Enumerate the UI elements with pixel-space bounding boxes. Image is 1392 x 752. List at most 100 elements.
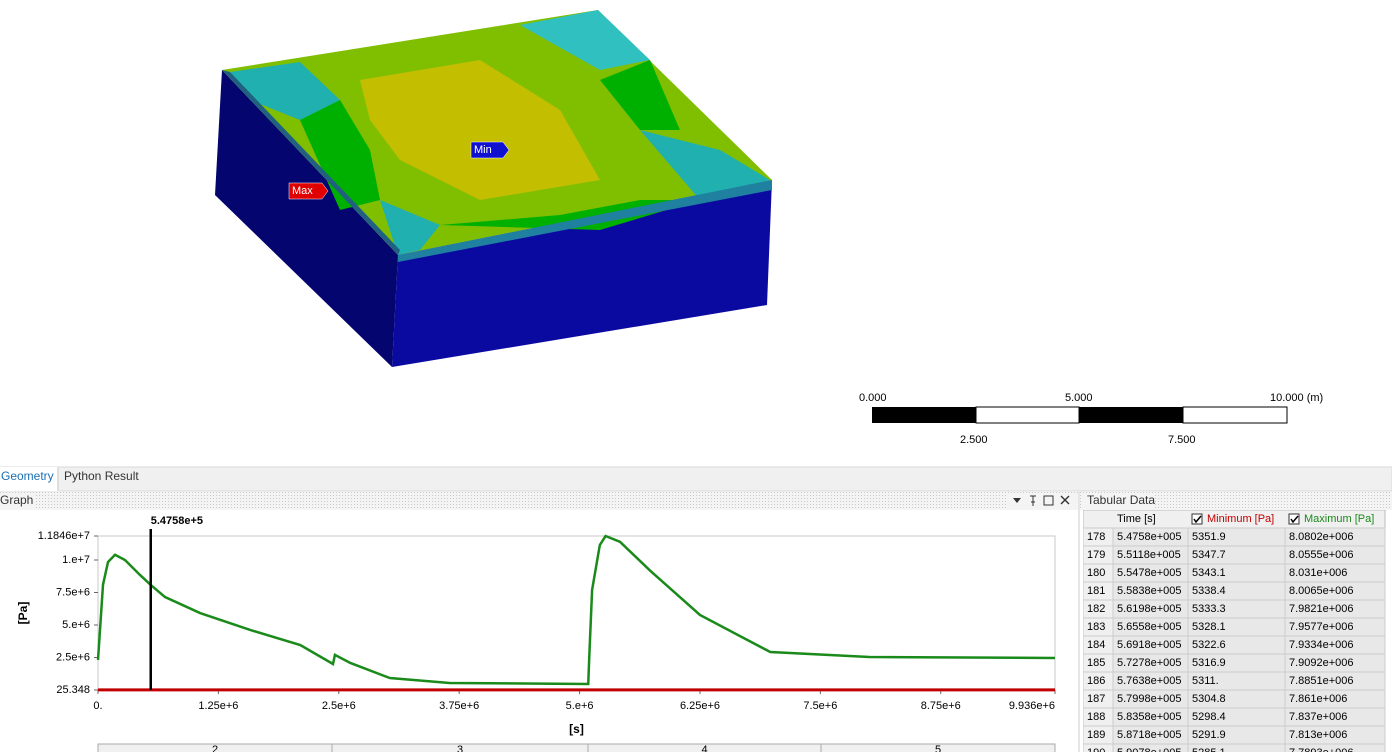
cell: 5.7278e+005 xyxy=(1117,657,1182,669)
scale-bar: 0.000 5.000 10.000 (m) 2.500 7.500 xyxy=(859,392,1323,446)
y-tick-label: 1.1846e+7 xyxy=(38,530,90,542)
cell: 5316.9 xyxy=(1192,657,1226,669)
front-face xyxy=(392,180,772,367)
cell: 5.9078e+005 xyxy=(1117,747,1182,752)
row-number: 187 xyxy=(1087,693,1105,705)
header-bg xyxy=(1008,493,1078,509)
header-bg xyxy=(0,494,34,508)
x-tick-label: 5.e+6 xyxy=(566,700,594,712)
patch xyxy=(380,200,440,255)
max-tag xyxy=(288,182,329,200)
row-number: 184 xyxy=(1087,639,1105,651)
column-header: Minimum [Pa] xyxy=(1207,513,1274,525)
cell: 7.837e+006 xyxy=(1289,711,1347,723)
edge xyxy=(398,180,772,262)
row-number: 183 xyxy=(1087,621,1105,633)
cell: 5328.1 xyxy=(1192,621,1226,633)
cell: 7.813e+006 xyxy=(1289,729,1347,741)
cell: 8.0802e+006 xyxy=(1289,531,1354,543)
cell: 8.0555e+006 xyxy=(1289,549,1354,561)
checkbox[interactable] xyxy=(1288,513,1300,525)
patch xyxy=(360,60,600,200)
scale-seg xyxy=(1182,406,1288,424)
cell: 7.9821e+006 xyxy=(1289,603,1354,615)
table: Time [s] Minimum [Pa] Maximum [Pa] 178 5.475… xyxy=(1083,510,1386,752)
cell: 5.6198e+005 xyxy=(1117,603,1182,615)
cell: 7.9577e+006 xyxy=(1289,621,1354,633)
y-tick-label: 25.348 xyxy=(56,684,90,696)
scale-label: 5.000 xyxy=(1065,392,1093,404)
plot-frame xyxy=(97,535,1056,691)
y-tick-label: 7.5e+6 xyxy=(56,586,90,598)
tab[interactable] xyxy=(0,467,57,491)
tab-label[interactable]: Python Result xyxy=(64,469,139,483)
column-header: Maximum [Pa] xyxy=(1304,513,1374,525)
edge xyxy=(222,70,400,255)
row-number: 180 xyxy=(1087,567,1105,579)
row-number: 181 xyxy=(1087,585,1105,597)
cell: 7.8851e+006 xyxy=(1289,675,1354,687)
step-label: 2 xyxy=(212,744,218,752)
checkbox[interactable] xyxy=(1191,513,1203,525)
scale-seg xyxy=(1079,407,1183,423)
row-number: 188 xyxy=(1087,711,1105,723)
cell: 7.7893e+006 xyxy=(1289,747,1354,752)
step-label: 3 xyxy=(457,744,463,752)
step-label: 5 xyxy=(935,744,941,752)
model-view[interactable]: Min Max xyxy=(215,10,772,367)
min-label: Min xyxy=(474,144,492,156)
pin-icon[interactable] xyxy=(1030,495,1036,506)
cell: 5.6918e+005 xyxy=(1117,639,1182,651)
row-number: 178 xyxy=(1087,531,1105,543)
step-strip xyxy=(97,743,1056,752)
cell: 7.9334e+006 xyxy=(1289,639,1354,651)
y-tick-label: 5.e+6 xyxy=(62,619,90,631)
cell: 5351.9 xyxy=(1192,531,1226,543)
max-icon[interactable] xyxy=(1043,495,1054,506)
row-header xyxy=(1083,743,1114,752)
x-tick-label: 7.5e+6 xyxy=(803,700,837,712)
header-bg xyxy=(1083,494,1155,508)
chart: 25.348 2.5e+6 5.e+6 7.5e+6 1.e+7 1.1846e+7 0. 1… xyxy=(16,515,1056,752)
menu-icon[interactable] xyxy=(1013,498,1021,503)
x-tick-label: 3.75e+6 xyxy=(439,700,479,712)
graph-header xyxy=(0,492,1078,510)
x-tick-label: 6.25e+6 xyxy=(680,700,720,712)
row-number: 182 xyxy=(1087,603,1105,615)
panel-title: Graph xyxy=(0,493,33,507)
column-header: Time [s] xyxy=(1117,513,1156,525)
scale-label: 0.000 xyxy=(859,392,887,404)
scale-seg xyxy=(975,406,1080,424)
close-icon[interactable] xyxy=(1060,495,1070,505)
left-face xyxy=(215,70,398,367)
scale-label: 2.500 xyxy=(960,434,988,446)
tab-bar xyxy=(0,466,1392,492)
tab-label[interactable]: Geometry xyxy=(1,469,54,483)
cell: 7.861e+006 xyxy=(1289,693,1347,705)
patch xyxy=(640,130,770,200)
cell: 5.8358e+005 xyxy=(1117,711,1182,723)
y-tick-label: 2.5e+6 xyxy=(56,651,90,663)
cell: 5304.8 xyxy=(1192,693,1226,705)
cell: 5.4758e+005 xyxy=(1117,531,1182,543)
scale-label: 7.500 xyxy=(1168,434,1196,446)
row xyxy=(1112,743,1386,752)
cell: 8.0065e+006 xyxy=(1289,585,1354,597)
panel-title: Tabular Data xyxy=(1087,493,1155,507)
step-label: 4 xyxy=(701,744,707,752)
cell: 5.7638e+005 xyxy=(1117,675,1182,687)
x-tick-label: 9.936e+6 xyxy=(1009,700,1055,712)
patch xyxy=(600,60,680,130)
y-axis-label: [Pa] xyxy=(16,602,30,625)
series-line xyxy=(96,534,1056,686)
cell: 5311. xyxy=(1192,675,1219,687)
max-label: Max xyxy=(292,185,313,197)
check xyxy=(1193,515,1202,524)
row-number: 179 xyxy=(1087,549,1105,561)
cell: 5291.9 xyxy=(1192,729,1226,741)
x-tick-label: 2.5e+6 xyxy=(322,700,356,712)
scale-label: 10.000 (m) xyxy=(1270,392,1323,404)
row-number: 189 xyxy=(1087,729,1105,741)
